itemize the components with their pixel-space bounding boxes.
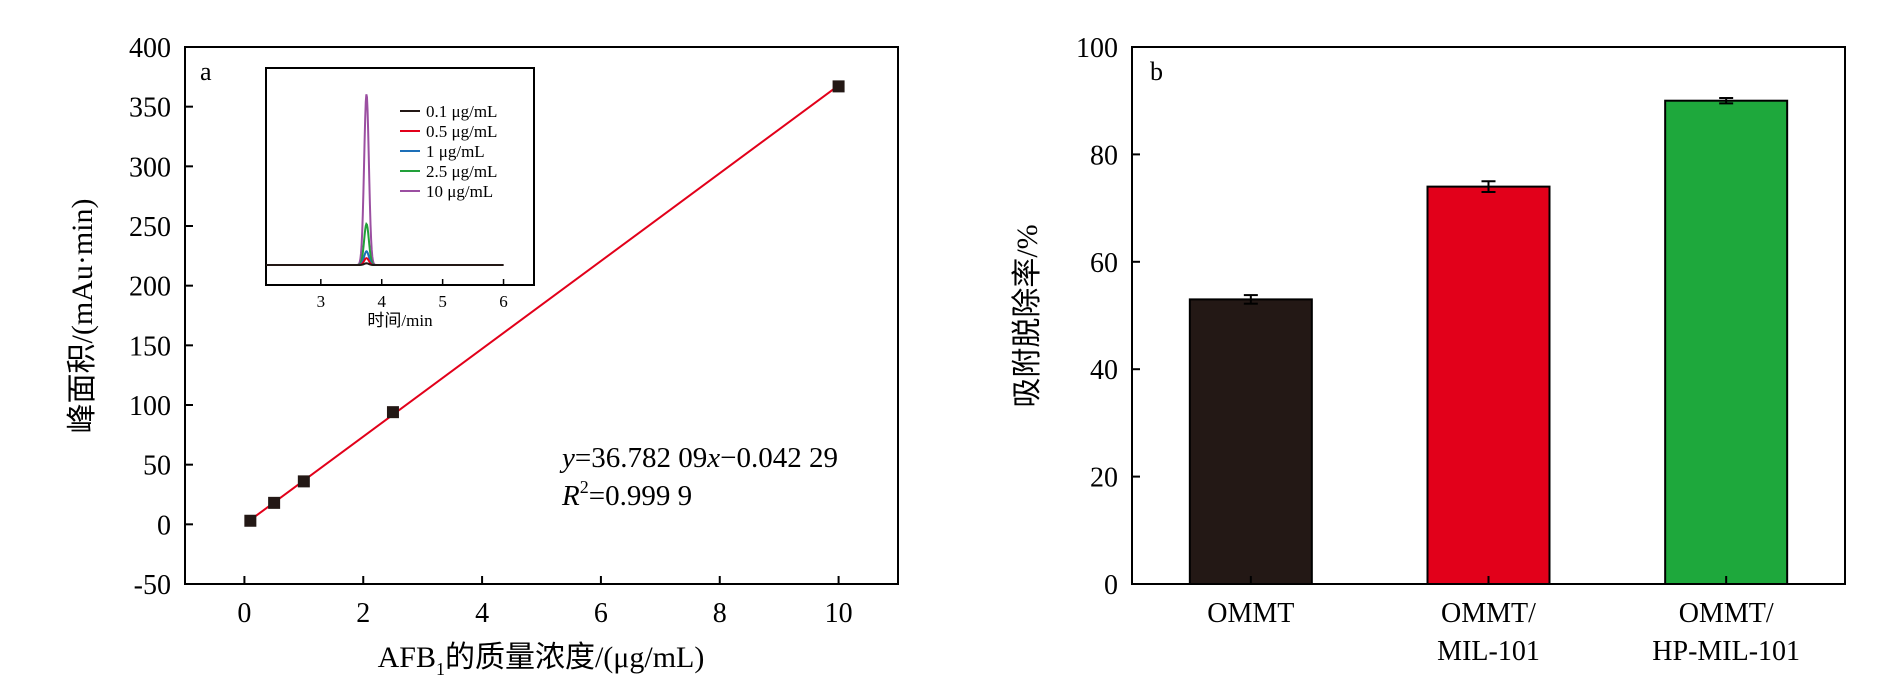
x-tick-label: 6 [594,598,608,629]
x-tick-label: 2 [356,598,370,629]
panel-b-bars [1188,97,1789,585]
y-tick-label: 50 [143,451,171,482]
bar [1664,99,1789,585]
y-tick-label: 40 [1090,355,1118,386]
category-label: HP-MIL-101 [1652,636,1800,667]
panel-a-x-ticks: 0 2 4 6 8 10 [237,576,853,629]
y-tick-label: 100 [129,391,171,422]
equation-part1: =36.782 09 [575,442,707,474]
category-label: OMMT/ [1441,598,1536,629]
inset-legend-label: 1 μg/mL [426,142,485,161]
panel-b-label: b [1150,57,1163,86]
bar [1188,298,1313,585]
panel-a-equation-line1: y=36.782 09x−0.042 29 [559,442,838,474]
data-point [244,514,257,527]
panel-a-y-axis-label: 峰面积/(mAu·min) [66,199,99,434]
data-point [268,496,281,509]
equation-part3: =0.999 9 [589,480,692,512]
panel-a-equation-line2: R2=0.999 9 [561,477,692,512]
panel-a-fit-line [249,84,840,521]
x-tick-label: 4 [475,598,489,629]
equation-part2: −0.042 29 [720,442,838,474]
y-tick-label: 60 [1090,248,1118,279]
equation-r-sup: 2 [580,477,589,497]
x-tick-label: 10 [825,598,853,629]
inset-legend-label: 0.1 μg/mL [426,102,497,121]
panel-b-y-ticks: 0 20 40 60 80 100 [1076,33,1140,601]
equation-x-var: x [706,442,720,474]
y-tick-label: 0 [1104,570,1118,601]
x-tick-label: 0 [237,598,251,629]
inset-legend-label: 2.5 μg/mL [426,162,497,181]
inset-x-tick-label: 6 [499,292,508,311]
y-tick-label: 200 [129,272,171,303]
inset-x-axis-label: 时间/min [367,311,433,330]
y-tick-label: 100 [1076,33,1118,64]
panel-a-points [244,80,845,527]
category-label: OMMT/ [1679,598,1774,629]
category-label: OMMT [1207,598,1294,629]
equation-r-var: R [561,480,580,512]
y-tick-label: 20 [1090,463,1118,494]
data-point [832,80,845,93]
x-label-rest: 的质量浓度/(μg/mL) [445,641,704,674]
panel-a-inset: 3 4 5 6 0.1 μg/mL0.5 μg/mL1 μg/mL2.5 μg/mL1… [265,67,535,330]
data-point [297,475,310,488]
bar [1426,185,1551,585]
inset-legend-label: 0.5 μg/mL [426,122,497,141]
category-label: MIL-101 [1437,636,1540,667]
y-tick-label: -50 [134,570,171,601]
inset-series-lines [266,94,504,266]
equation-y-var: y [559,442,575,474]
data-point [386,406,399,419]
y-tick-label: 350 [129,93,171,124]
inset-legend-label: 10 μg/mL [426,182,493,201]
inset-x-tick-label: 5 [438,292,447,311]
panel-b-y-axis-label: 吸附脱除率/% [1011,224,1044,407]
panel-b: b 0 20 40 60 80 100 OMMT OMMT/MIL-101 OMMT/HP-M… [1011,33,1846,667]
y-tick-label: 0 [157,510,171,541]
inset-x-tick-label: 3 [317,292,326,311]
x-label-main: AFB [378,641,436,674]
panel-a-label: a [200,57,212,86]
y-tick-label: 400 [129,33,171,64]
panel-b-category-labels: OMMT OMMT/MIL-101 OMMT/HP-MIL-101 [1207,598,1800,667]
y-tick-label: 80 [1090,140,1118,171]
inset-frame [265,67,535,286]
y-tick-label: 150 [129,331,171,362]
x-tick-label: 8 [713,598,727,629]
x-label-subscript: 1 [436,659,445,679]
y-tick-label: 250 [129,212,171,243]
y-tick-label: 300 [129,152,171,183]
panel-a-x-axis-label: AFB1的质量浓度/(μg/mL) [378,641,705,679]
inset-series-line [266,262,504,266]
inset-x-tick-label: 4 [377,292,386,311]
inset-x-ticks: 3 4 5 6 [317,279,508,311]
panel-a-y-ticks: -50 0 50 100 150 200 250 300 350 400 [129,33,193,601]
panel-a-plot-frame [184,46,899,585]
